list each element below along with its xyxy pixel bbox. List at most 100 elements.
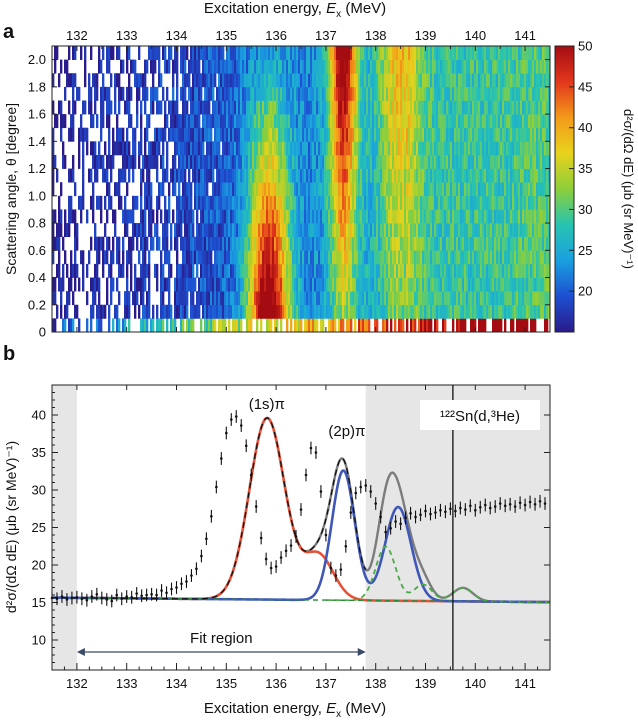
heatmap-cell xyxy=(416,236,419,251)
heatmap-cell xyxy=(300,304,303,319)
heatmap-cell xyxy=(220,46,223,60)
heatmap-cell xyxy=(252,100,255,115)
heatmap-cell xyxy=(392,223,395,238)
heatmap-cell xyxy=(438,59,441,74)
heatmap-cell xyxy=(284,154,287,169)
heatmap-cell xyxy=(140,141,143,156)
heatmap-cell xyxy=(186,250,189,265)
heatmap-cell xyxy=(244,73,247,88)
heatmap-cell xyxy=(280,168,283,183)
heatmap-cell xyxy=(526,223,529,238)
heatmap-cell xyxy=(412,46,415,60)
heatmap-cell xyxy=(492,263,495,278)
heatmap-cell xyxy=(214,209,217,224)
heatmap-cell xyxy=(312,127,315,142)
data-point xyxy=(105,598,109,601)
heatmap-cell xyxy=(290,73,293,88)
heatmap-cell xyxy=(480,59,483,74)
heatmap-cell xyxy=(288,236,291,251)
heatmap-cell xyxy=(304,127,307,142)
heatmap-cell xyxy=(488,127,491,142)
heatmap-cell xyxy=(426,291,429,306)
heatmap-cell xyxy=(364,223,367,238)
heatmap-cell xyxy=(288,59,291,74)
heatmap-cell xyxy=(326,304,329,319)
heatmap-cell xyxy=(298,318,301,333)
heatmap-cell xyxy=(522,168,525,183)
heatmap-cell xyxy=(92,209,95,224)
heatmap-cell xyxy=(324,236,327,251)
heatmap-cell xyxy=(342,263,345,278)
heatmap-cell xyxy=(348,46,351,60)
heatmap-cell xyxy=(380,168,383,183)
heatmap-cell xyxy=(156,209,159,224)
heatmap-cell xyxy=(402,318,405,333)
heatmap-cell xyxy=(238,277,241,292)
heatmap-cell xyxy=(484,86,487,101)
heatmap-cell xyxy=(442,114,445,129)
heatmap-cell xyxy=(248,154,251,169)
heatmap-cell xyxy=(150,209,153,224)
heatmap-cell xyxy=(174,277,177,292)
heatmap-cell xyxy=(330,141,333,156)
data-point xyxy=(374,502,378,505)
heatmap-cell xyxy=(74,100,77,115)
heatmap-cell xyxy=(540,250,543,265)
heatmap-cell xyxy=(376,86,379,101)
heatmap-cell xyxy=(296,263,299,278)
heatmap-cell xyxy=(126,182,129,197)
colorbar-title: d²σ/(dΩ dE) (μb (sr MeV)⁻¹) xyxy=(621,109,636,269)
heatmap-cell xyxy=(72,127,75,142)
heatmap-cell xyxy=(280,114,283,129)
heatmap-cell xyxy=(218,277,221,292)
heatmap-cell xyxy=(218,223,221,238)
heatmap-cell xyxy=(286,114,289,129)
heatmap-cell xyxy=(278,141,281,156)
heatmap-cell xyxy=(290,236,293,251)
heatmap-cell xyxy=(446,168,449,183)
heatmap-cell xyxy=(412,291,415,306)
heatmap-cell xyxy=(222,277,225,292)
heatmap-cell xyxy=(402,168,405,183)
heatmap-cell xyxy=(54,277,57,292)
heatmap-cell xyxy=(474,154,477,169)
heatmap-cell xyxy=(322,263,325,278)
data-point xyxy=(70,596,74,600)
heatmap-cell xyxy=(278,277,281,292)
heatmap-cell xyxy=(306,182,309,197)
heatmap-cell xyxy=(544,59,547,74)
heatmap-cell xyxy=(402,73,405,88)
heatmap-cell xyxy=(538,127,541,142)
heatmap-cell xyxy=(248,304,251,319)
heatmap-cell xyxy=(358,291,361,306)
heatmap-cell xyxy=(278,86,281,101)
heatmap-cell xyxy=(112,46,115,60)
heatmap-cell xyxy=(186,114,189,129)
heatmap-cell xyxy=(542,209,545,224)
heatmap-cell xyxy=(484,195,487,210)
heatmap-cell xyxy=(246,59,249,74)
heatmap-cell xyxy=(274,86,277,101)
heatmap-cell xyxy=(330,46,333,60)
heatmap-cell xyxy=(260,168,263,183)
heatmap-cell xyxy=(256,168,259,183)
heatmap-cell xyxy=(534,277,537,292)
heatmap-cell xyxy=(196,114,199,129)
heatmap-cell xyxy=(260,154,263,169)
heatmap-cell xyxy=(142,291,145,306)
heatmap-cell xyxy=(500,209,503,224)
heatmap-cell xyxy=(464,318,467,333)
heatmap-cell xyxy=(216,223,219,238)
heatmap-cell xyxy=(100,195,103,210)
heatmap-cell xyxy=(404,86,407,101)
heatmap-cell xyxy=(362,291,365,306)
heatmap-cell xyxy=(220,195,223,210)
heatmap-cell xyxy=(180,127,183,142)
heatmap-cell xyxy=(420,168,423,183)
heatmap-cell xyxy=(182,182,185,197)
heatmap-cell xyxy=(186,73,189,88)
heatmap-cell xyxy=(310,236,313,251)
heatmap-cell xyxy=(528,114,531,129)
heatmap-cell xyxy=(92,154,95,169)
heatmap-cell xyxy=(418,250,421,265)
